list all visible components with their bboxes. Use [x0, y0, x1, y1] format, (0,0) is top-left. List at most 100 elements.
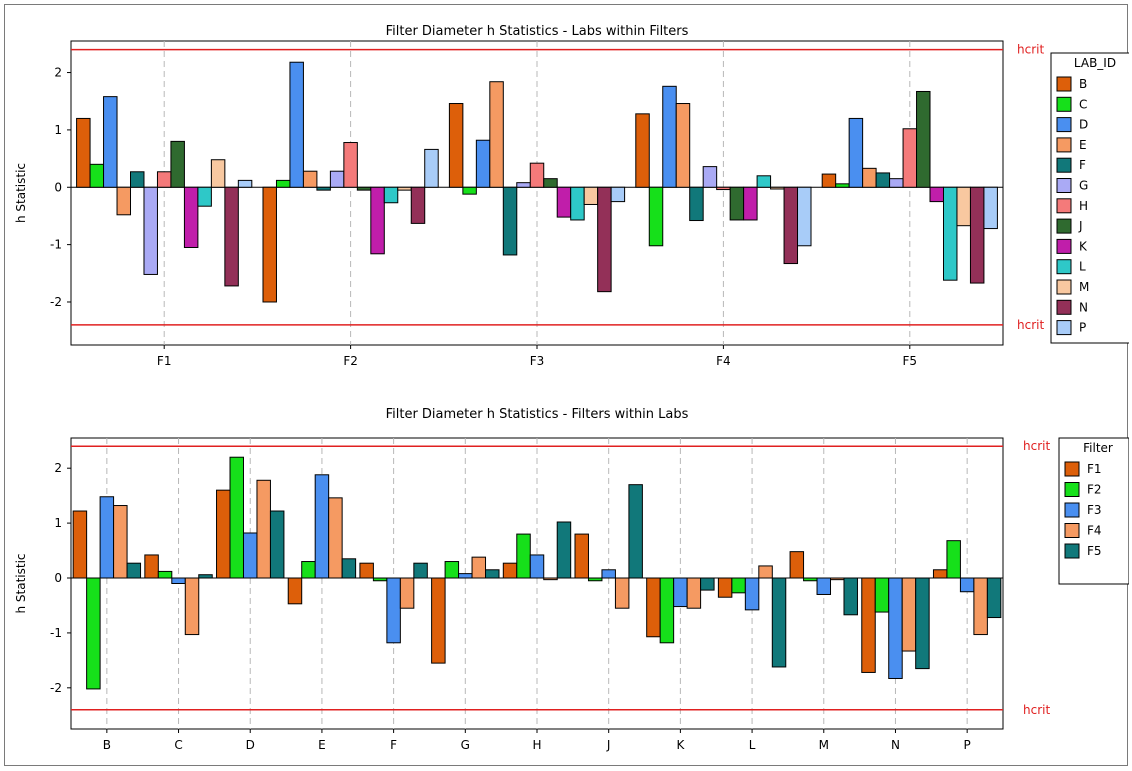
bar-K-F3 [556, 186, 572, 218]
legend-swatch-K [1056, 238, 1072, 254]
bar-F3-P [959, 577, 975, 593]
x-tick-label: J [606, 738, 611, 752]
bar-F4-F [399, 577, 415, 609]
bar-M-F5 [956, 186, 971, 227]
legend-label-J: J [1078, 219, 1083, 233]
y-tick-label: -2 [50, 295, 62, 309]
legend-label-D: D [1079, 118, 1088, 132]
x-tick-label: G [461, 738, 470, 752]
legend-swatch-B [1056, 76, 1072, 92]
bar-F1-N [861, 577, 876, 673]
x-tick-label: F1 [157, 354, 172, 368]
bar-C-F5 [835, 183, 850, 188]
bar-F1-B [72, 510, 88, 579]
x-tick-label: D [246, 738, 255, 752]
bar-F1-L [717, 577, 733, 598]
legend-swatch-F3 [1064, 502, 1080, 518]
bar-F1-G [431, 577, 446, 664]
bar-H-F4 [716, 186, 731, 191]
bar-D-F5 [848, 117, 864, 188]
chart-window: Filter Diameter h Statistics - Labs with… [4, 4, 1132, 766]
legend-label-F1: F1 [1087, 462, 1102, 476]
bar-D-F2 [289, 61, 304, 188]
bar-N-F3 [597, 186, 612, 293]
bar-F3-N [888, 577, 903, 679]
x-tick-label: F2 [343, 354, 358, 368]
bar-G-F2 [329, 170, 345, 188]
bar-K-F4 [743, 186, 758, 221]
bar-F5-B [126, 562, 142, 579]
bar-F2-B [86, 577, 101, 690]
bar-P-F1 [237, 179, 253, 188]
bar-J-F2 [356, 186, 372, 191]
bar-K-F2 [370, 186, 385, 255]
legend-label-B: B [1079, 77, 1087, 91]
bar-F5-J [628, 484, 643, 579]
bar-F4-H [543, 577, 558, 581]
x-tick-label: F5 [903, 354, 918, 368]
bar-F2-K [659, 577, 675, 644]
bar-K-F1 [183, 186, 199, 248]
bar-L-F2 [383, 186, 399, 204]
bar-F5-G [485, 569, 500, 579]
y-tick-label: 1 [54, 123, 62, 137]
bar-F1-E [287, 577, 303, 605]
bar-B-F3 [448, 103, 464, 188]
bar-F2-G [444, 561, 460, 579]
legend-box [1050, 52, 1132, 344]
legend-label-C: C [1079, 97, 1087, 111]
x-tick-label: C [174, 738, 182, 752]
legend-swatch-E [1056, 137, 1072, 153]
legend-title: Filter [1083, 441, 1113, 455]
bar-M-F4 [770, 186, 785, 190]
bar-L-F1 [197, 186, 212, 207]
bar-E-F3 [489, 81, 504, 188]
bar-F4-G [471, 556, 487, 579]
bar-D-F3 [475, 139, 491, 188]
bar-F2-C [157, 570, 173, 579]
bar-F5-D [269, 510, 285, 579]
bar-F5-H [556, 521, 572, 579]
bar-F4-B [113, 505, 128, 579]
bar-F3-C [171, 577, 186, 585]
legend-swatch-F1 [1064, 461, 1080, 477]
y-tick-label: 1 [54, 516, 62, 530]
y-tick-label: 0 [54, 180, 62, 194]
bar-F1-P [932, 569, 948, 579]
legend-label-F: F [1079, 158, 1086, 172]
bar-E-F4 [675, 103, 691, 188]
legend-swatch-N [1056, 299, 1072, 315]
legend-swatch-J [1056, 218, 1072, 234]
bar-C-F2 [275, 179, 291, 188]
bar-H-F1 [156, 171, 172, 188]
legend-label-L: L [1079, 260, 1086, 274]
y-axis-label: h Statistic [14, 163, 28, 223]
legend-label-K: K [1079, 239, 1088, 253]
bar-F4-M [830, 577, 845, 581]
legend-label-N: N [1079, 300, 1088, 314]
bar-F4-L [758, 565, 773, 579]
bar-F4-N [901, 577, 917, 652]
bar-K-F5 [929, 186, 944, 203]
legend-swatch-C [1056, 96, 1072, 112]
bar-F-F1 [130, 171, 145, 188]
legend-swatch-F [1056, 157, 1072, 173]
bar-F5-L [771, 577, 787, 668]
bar-B-F2 [262, 186, 277, 303]
bar-F4-E [328, 497, 343, 579]
bar-F-F4 [689, 186, 704, 222]
bar-J-F4 [729, 186, 745, 221]
bar-F3-G [458, 573, 473, 579]
bar-N-F1 [224, 186, 239, 287]
legend-label-P: P [1079, 321, 1086, 335]
hcrit-label: hcrit [1023, 439, 1050, 453]
y-axis-label: h Statistic [14, 553, 28, 613]
bar-F-F5 [875, 172, 891, 188]
bar-C-F4 [648, 186, 664, 247]
hcrit-label: hcrit [1023, 703, 1050, 717]
bar-F5-K [700, 577, 715, 591]
bar-P-F2 [424, 148, 439, 188]
bar-F1-H [502, 562, 518, 579]
bar-P-F4 [797, 186, 812, 247]
x-tick-label: P [964, 738, 971, 752]
